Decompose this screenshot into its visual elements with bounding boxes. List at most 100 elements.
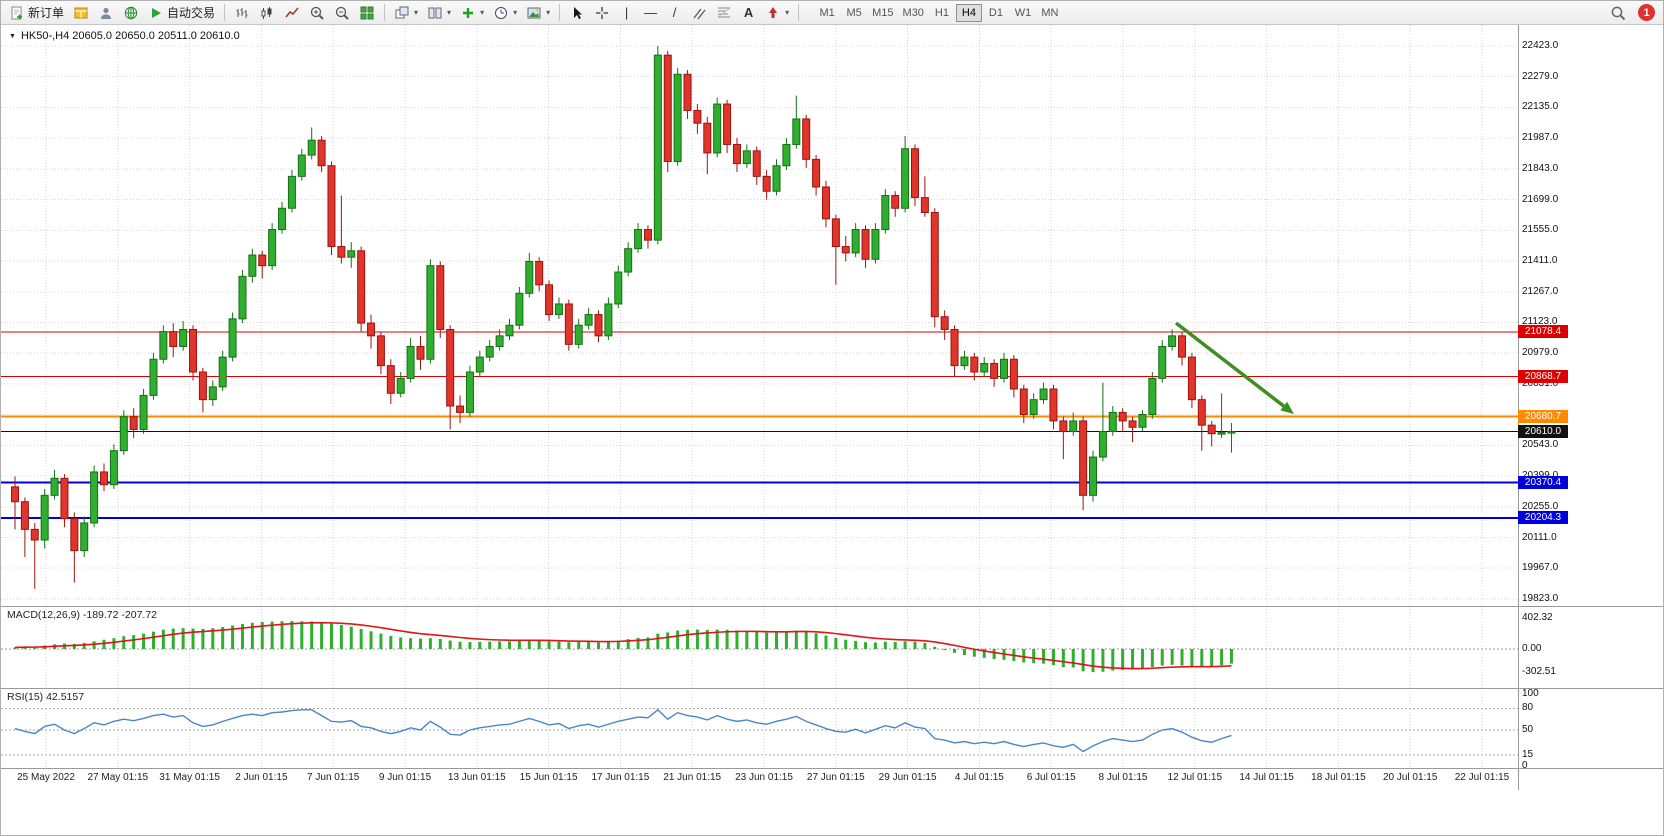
tile-vertically-button[interactable]: ▾: [423, 2, 455, 23]
time-tick-label: 2 Jun 01:15: [235, 772, 288, 783]
community-button[interactable]: [119, 2, 143, 23]
market-watch-button[interactable]: [94, 2, 118, 23]
scale-tick-label: 0: [1522, 760, 1528, 771]
bar-chart-button[interactable]: [230, 2, 254, 23]
cursor-tool-button[interactable]: [565, 2, 589, 23]
macd-label: MACD(12,26,9) -189.72 -207.72: [7, 609, 157, 621]
price-scale-border: [1518, 25, 1519, 790]
scale-tick-label: 20687.0: [1522, 408, 1559, 420]
scale-tick-label: 20979.0: [1522, 347, 1559, 359]
scale-tick-label: 20831.0: [1522, 377, 1559, 389]
scale-tick-label: 19967.0: [1522, 562, 1559, 574]
price-level-badge: 20370.4: [1518, 475, 1568, 489]
timeframe-button-m1[interactable]: M1: [814, 4, 840, 22]
trendline-icon: /: [672, 5, 677, 20]
scale-tick-label: 21987.0: [1522, 132, 1559, 144]
scale-tick-label: 22279.0: [1522, 70, 1559, 82]
time-tick-label: 7 Jun 01:15: [307, 772, 360, 783]
scale-tick-label: -302.51: [1522, 666, 1556, 678]
vertical-line-tool-button[interactable]: |: [615, 2, 638, 23]
rsi-indicator-panel[interactable]: [1, 688, 1518, 768]
line-chart-button[interactable]: [280, 2, 304, 23]
arrows-tool-button[interactable]: ▾: [761, 2, 793, 23]
time-tick-label: 4 Jul 01:15: [954, 772, 1004, 783]
timeframe-button-mn[interactable]: MN: [1037, 4, 1063, 22]
zoom-in-button[interactable]: [305, 2, 329, 23]
tile-windows-button[interactable]: [355, 2, 379, 23]
timeframe-button-m15[interactable]: M15: [868, 4, 897, 22]
scale-tick-label: 20399.0: [1522, 470, 1559, 482]
candlestick-chart-icon: [261, 6, 272, 19]
crosshair-tool-button[interactable]: [590, 2, 614, 23]
horizontal-line-tool-button[interactable]: —: [639, 2, 662, 23]
auto-trading-play-icon: [152, 7, 162, 18]
charts-profile-button[interactable]: [69, 2, 93, 23]
new-order-button[interactable]: 新订单: [5, 2, 68, 23]
trendline-tool-button[interactable]: /: [663, 2, 686, 23]
text-tool-button[interactable]: A: [737, 2, 760, 23]
time-tick-label: 29 Jun 01:15: [878, 772, 937, 783]
macd-indicator-panel[interactable]: [1, 606, 1518, 688]
rsi-label: RSI(15) 42.5157: [7, 691, 85, 703]
market-watch-icon: [101, 7, 112, 19]
timeframe-button-m30[interactable]: M30: [899, 4, 928, 22]
arrow-shape-icon: [769, 6, 778, 18]
time-tick-label: 12 Jul 01:15: [1167, 772, 1223, 783]
tile-vertically-icon: [428, 7, 442, 18]
timeframe-button-h4[interactable]: H4: [955, 3, 982, 22]
time-scale[interactable]: 25 May 2022 27 May 01:15 31 May 01:15 2 Jun…: [1, 768, 1518, 790]
time-tick-label: 27 May 01:15: [87, 772, 149, 783]
time-tick-label: 31 May 01:15: [159, 772, 220, 783]
price-level-badge: 20610.0: [1518, 425, 1568, 439]
macd-panel-divider[interactable]: [1, 606, 1663, 607]
auto-trading-label: 自动交易: [167, 6, 216, 20]
scale-tick-label: 21267.0: [1522, 285, 1559, 297]
dropdown-arrow-icon: ▾: [447, 8, 452, 17]
crosshair-icon: [596, 6, 609, 19]
time-tick-label: 18 Jul 01:15: [1311, 772, 1366, 783]
timeframe-toolbar: M1 M5 M15 M30 H1 H4 D1 W1 MN: [814, 3, 1063, 22]
time-tick-label: 15 Jun 01:15: [519, 772, 578, 783]
template-button[interactable]: ▾: [522, 2, 554, 23]
cascade-windows-button[interactable]: ▾: [390, 2, 422, 23]
rsi-panel-divider[interactable]: [1, 688, 1663, 689]
period-button[interactable]: ▾: [489, 2, 521, 23]
tile-windows-icon: [360, 6, 374, 19]
fibonacci-tool-button[interactable]: [712, 2, 736, 23]
notification-badge[interactable]: 1: [1638, 4, 1655, 21]
price-level-badge: 20680.7: [1518, 410, 1568, 423]
zoom-out-button[interactable]: [330, 2, 354, 23]
cursor-icon: [574, 6, 583, 19]
add-indicator-button[interactable]: ▾: [456, 2, 488, 23]
scale-tick-label: 21411.0: [1522, 255, 1558, 267]
candlestick-chart-button[interactable]: [255, 2, 279, 23]
scale-tick-label: 80: [1522, 702, 1534, 714]
time-tick-label: 8 Jul 01:15: [1098, 772, 1148, 783]
timeframe-button-d1[interactable]: D1: [983, 4, 1009, 22]
auto-trading-button[interactable]: 自动交易: [144, 2, 219, 23]
time-tick-label: 17 Jun 01:15: [591, 772, 650, 783]
time-tick-label: 20 Jul 01:15: [1382, 772, 1438, 783]
line-chart-icon: [285, 7, 299, 17]
symbol-ohlc-text: HK50-,H4 20605.0 20650.0 20511.0 20610.0: [20, 30, 240, 42]
toolbar-separator: [559, 4, 561, 21]
chart-title: ▼ HK50-,H4 20605.0 20650.0 20511.0 20610…: [9, 30, 240, 42]
main-price-chart[interactable]: [1, 25, 1518, 606]
timeframe-button-h1[interactable]: H1: [929, 4, 955, 22]
toolbar-separator: [384, 4, 386, 21]
time-tick-label: 21 Jun 01:15: [663, 772, 722, 783]
scale-tick-label: 21555.0: [1522, 224, 1559, 236]
timeframe-button-w1[interactable]: W1: [1010, 4, 1036, 22]
dropdown-arrow-icon: ▾: [785, 8, 790, 17]
time-tick-label: 14 Jul 01:15: [1239, 772, 1294, 783]
scale-tick-label: 21699.0: [1522, 193, 1559, 205]
time-tick-label: 25 May 2022: [17, 772, 75, 783]
dropdown-arrow-icon: ▾: [414, 8, 419, 17]
search-button[interactable]: [1606, 2, 1630, 23]
timeframe-button-m5[interactable]: M5: [841, 4, 867, 22]
dropdown-arrow-icon: ▾: [480, 8, 485, 17]
time-tick-label: 27 Jun 01:15: [806, 772, 865, 783]
scale-tick-label: 50: [1522, 724, 1534, 735]
scale-tick-label: 22423.0: [1522, 40, 1559, 51]
channel-tool-button[interactable]: [687, 2, 711, 23]
